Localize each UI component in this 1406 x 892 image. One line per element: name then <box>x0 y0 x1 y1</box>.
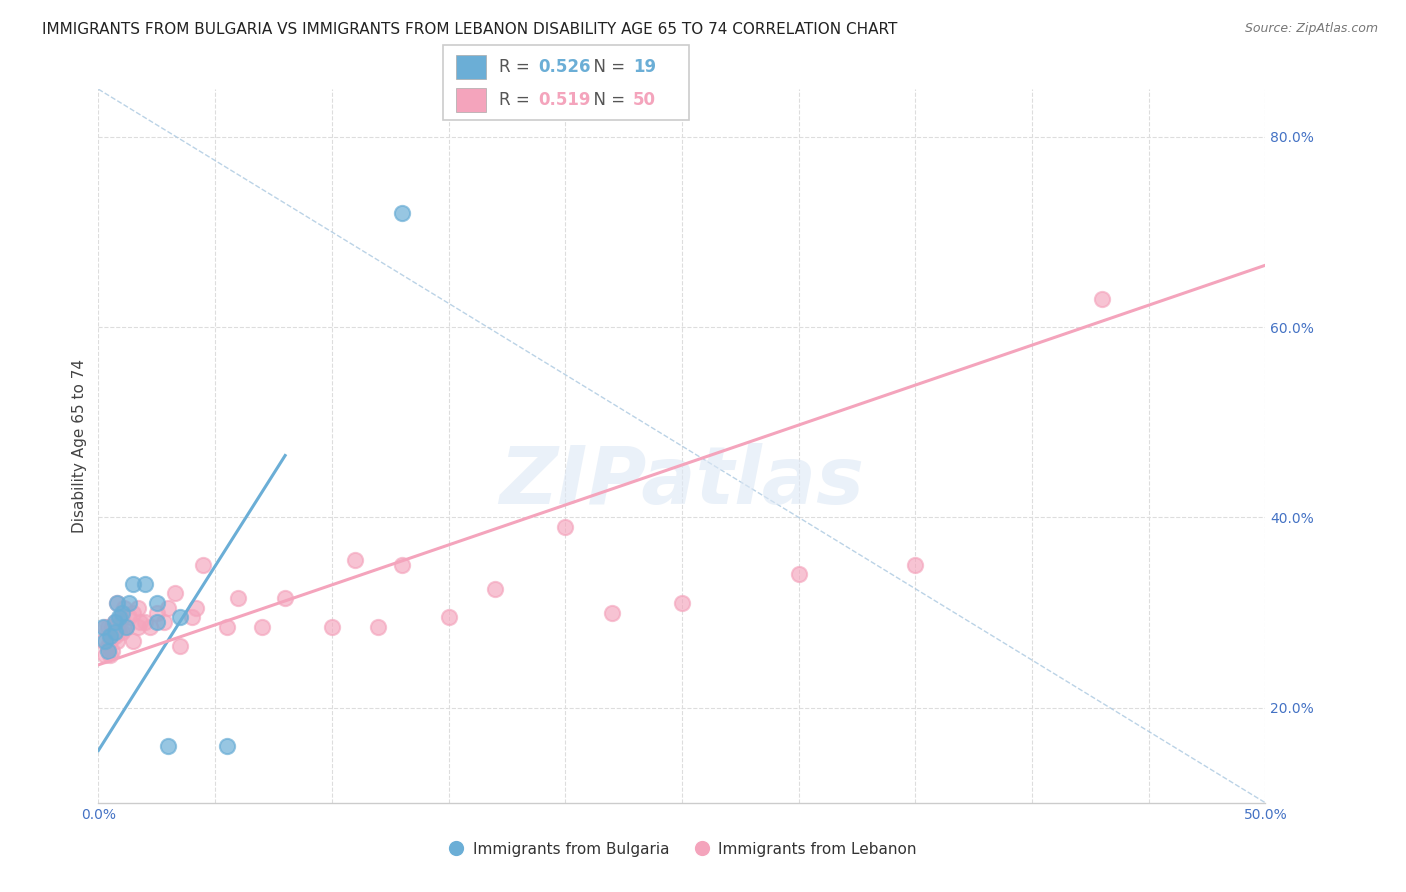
Point <box>91 634 114 648</box>
Text: R =: R = <box>499 58 536 77</box>
Point <box>104 624 127 639</box>
Point <box>344 553 367 567</box>
Point <box>94 634 117 648</box>
Point <box>122 577 145 591</box>
Point <box>101 620 124 634</box>
Point <box>122 606 145 620</box>
Y-axis label: Disability Age 65 to 74: Disability Age 65 to 74 <box>72 359 87 533</box>
Point <box>118 610 141 624</box>
Point <box>228 591 250 606</box>
Text: 0.519: 0.519 <box>538 91 591 110</box>
Point <box>157 739 180 753</box>
Point <box>108 624 131 639</box>
Point <box>367 620 389 634</box>
Point <box>904 558 927 572</box>
Point <box>115 620 138 634</box>
Point <box>105 596 128 610</box>
Point <box>554 520 576 534</box>
Legend: Immigrants from Bulgaria, Immigrants from Lebanon: Immigrants from Bulgaria, Immigrants fro… <box>441 836 922 863</box>
Point <box>115 620 138 634</box>
Point <box>104 629 127 643</box>
Point <box>98 648 121 663</box>
Point <box>108 610 131 624</box>
Text: N =: N = <box>583 58 631 77</box>
Point <box>111 610 134 624</box>
Point <box>94 620 117 634</box>
Point <box>91 620 114 634</box>
Point <box>127 620 149 634</box>
Point <box>146 606 169 620</box>
Point <box>391 206 413 220</box>
Point <box>97 639 120 653</box>
Text: ZIPatlas: ZIPatlas <box>499 442 865 521</box>
Text: 50: 50 <box>633 91 655 110</box>
Text: IMMIGRANTS FROM BULGARIA VS IMMIGRANTS FROM LEBANON DISABILITY AGE 65 TO 74 CORR: IMMIGRANTS FROM BULGARIA VS IMMIGRANTS F… <box>42 22 897 37</box>
Point <box>193 558 215 572</box>
Point <box>118 596 141 610</box>
Point <box>274 591 297 606</box>
Point <box>250 620 273 634</box>
Point <box>104 615 127 629</box>
Point <box>157 600 180 615</box>
Point <box>112 600 135 615</box>
Point <box>152 615 174 629</box>
Point <box>98 629 121 643</box>
Point <box>215 620 238 634</box>
Point <box>600 606 623 620</box>
Point <box>437 610 460 624</box>
Point <box>97 620 120 634</box>
Point <box>169 639 191 653</box>
Point <box>134 577 156 591</box>
Point <box>321 620 343 634</box>
Text: 0.526: 0.526 <box>538 58 591 77</box>
Point <box>139 620 162 634</box>
Point <box>484 582 506 596</box>
Text: R =: R = <box>499 91 536 110</box>
Point <box>180 610 202 624</box>
Point <box>104 615 127 629</box>
Point <box>165 586 187 600</box>
Point <box>671 596 693 610</box>
Point <box>94 648 117 663</box>
Point <box>111 624 134 639</box>
Text: Source: ZipAtlas.com: Source: ZipAtlas.com <box>1244 22 1378 36</box>
Point <box>101 643 124 657</box>
Point <box>127 600 149 615</box>
Point <box>146 596 169 610</box>
Point <box>97 643 120 657</box>
Point <box>1091 292 1114 306</box>
Point <box>122 634 145 648</box>
Point <box>186 600 208 615</box>
Point <box>787 567 810 582</box>
Point <box>169 610 191 624</box>
Text: 19: 19 <box>633 58 655 77</box>
Point <box>129 615 152 629</box>
Point <box>146 615 169 629</box>
Point <box>111 606 134 620</box>
Point <box>105 596 128 610</box>
Point <box>105 634 128 648</box>
Point <box>215 739 238 753</box>
Point <box>391 558 413 572</box>
Text: N =: N = <box>583 91 631 110</box>
Point <box>98 634 121 648</box>
Point <box>134 615 156 629</box>
